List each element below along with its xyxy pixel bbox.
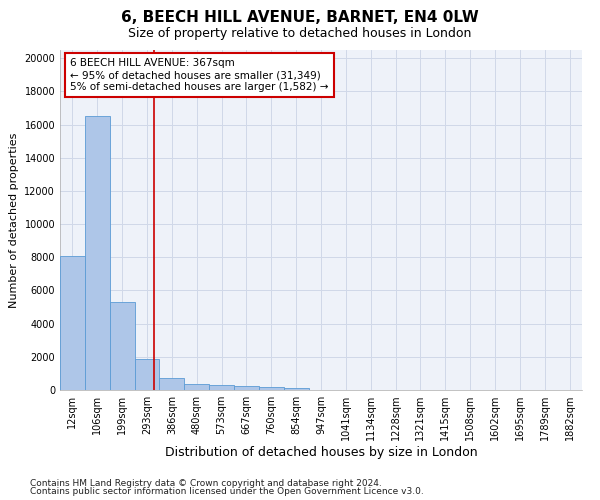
Text: Contains HM Land Registry data © Crown copyright and database right 2024.: Contains HM Land Registry data © Crown c… <box>30 478 382 488</box>
X-axis label: Distribution of detached houses by size in London: Distribution of detached houses by size … <box>164 446 478 459</box>
Bar <box>60 256 85 390</box>
Text: Size of property relative to detached houses in London: Size of property relative to detached ho… <box>128 28 472 40</box>
Bar <box>134 360 160 390</box>
Bar <box>184 384 209 390</box>
Bar <box>160 378 184 390</box>
Bar <box>234 386 259 390</box>
Y-axis label: Number of detached properties: Number of detached properties <box>9 132 19 308</box>
Bar <box>259 386 284 390</box>
Bar <box>110 302 134 390</box>
Bar <box>85 116 110 390</box>
Bar <box>284 388 308 390</box>
Text: 6 BEECH HILL AVENUE: 367sqm
← 95% of detached houses are smaller (31,349)
5% of : 6 BEECH HILL AVENUE: 367sqm ← 95% of det… <box>70 58 329 92</box>
Text: 6, BEECH HILL AVENUE, BARNET, EN4 0LW: 6, BEECH HILL AVENUE, BARNET, EN4 0LW <box>121 10 479 25</box>
Bar <box>209 385 234 390</box>
Text: Contains public sector information licensed under the Open Government Licence v3: Contains public sector information licen… <box>30 487 424 496</box>
